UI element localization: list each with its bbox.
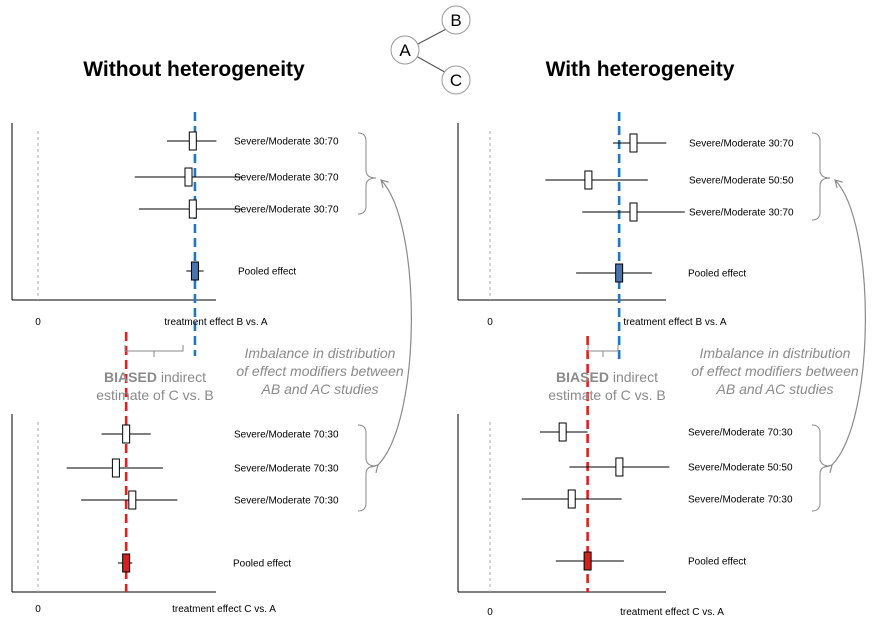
x-axis-label-left-bottom: treatment effect C vs. A [172,604,276,615]
imbalance-arrow-left [370,179,412,473]
study-marker-left-top-3 [188,199,197,219]
node-b-label: B [450,11,461,30]
panel-left-bottom: Severe/Moderate 70:30 Severe/Moderate 70:… [11,332,339,615]
zero-label-right-top: 0 [487,317,493,328]
imbalance-arrow-right [824,179,866,473]
x-axis-label-right-bottom: treatment effect C vs. A [620,607,724,618]
pooled-marker-left-top [190,261,199,281]
study-marker-left-bottom-3 [128,490,137,510]
node-a-label: A [399,41,411,60]
imbalance-note-right-line1: Imbalance in distribution [700,345,851,361]
biased-estimate-left-line2: estimate of C vs. B [96,387,213,403]
bias-bracket-right [587,345,619,357]
biased-rest-left: indirect [157,369,206,385]
brace-right-bottom [811,424,831,512]
title-with-heterogeneity: With heterogeneity [546,58,735,81]
x-axis-label-right-top: treatment effect B vs. A [623,317,727,328]
study-label-right-bottom-2: Severe/Moderate 50:50 [688,463,793,474]
brace-left-bottom [357,424,377,512]
node-a [390,35,420,65]
brace-left-top [357,132,377,215]
study-label-left-bottom-1: Severe/Moderate 70:30 [234,430,339,441]
pooled-marker-right-top [615,263,624,283]
study-marker-right-bottom-2 [615,457,624,477]
edge-a-b [415,26,451,46]
brace-right-top [811,132,831,221]
pooled-label-right-top: Pooled effect [688,269,746,280]
study-label-left-bottom-2: Severe/Moderate 70:30 [234,464,339,475]
study-label-right-bottom-3: Severe/Moderate 70:30 [688,495,793,506]
biased-rest-right: indirect [609,369,658,385]
pooled-label-left-top: Pooled effect [238,267,296,278]
panel-left-top: Severe/Moderate 30:70 Severe/Moderate 30:… [11,112,339,356]
study-label-left-top-3: Severe/Moderate 30:70 [234,205,339,216]
pooled-marker-right-bottom [583,551,592,571]
study-marker-left-top-1 [188,131,197,151]
biased-estimate-right-line1: BIASED indirect [556,369,658,385]
biased-word-left: BIASED [104,369,157,385]
study-label-right-top-2: Severe/Moderate 50:50 [689,176,794,187]
study-label-left-bottom-3: Severe/Moderate 70:30 [234,496,339,507]
x-axis-label-left-top: treatment effect B vs. A [164,317,268,328]
study-marker-left-bottom-1 [122,424,131,444]
biased-estimate-left-line1: BIASED indirect [104,369,206,385]
imbalance-note-left-line2: of effect modifiers between [236,363,404,379]
panel-right-top: Severe/Moderate 30:70 Severe/Moderate 50:… [457,112,794,362]
pooled-label-left-bottom: Pooled effect [233,559,291,570]
imbalance-note-right: Imbalance in distribution of effect modi… [691,345,859,397]
study-marker-right-top-3 [629,202,638,222]
title-without-heterogeneity: Without heterogeneity [83,58,305,81]
node-c-label: C [450,71,462,90]
imbalance-note-right-line2: of effect modifiers between [691,363,859,379]
pooled-marker-left-bottom [122,553,131,573]
zero-label-left-bottom: 0 [35,604,41,615]
zero-label-right-bottom: 0 [487,607,493,618]
pooled-label-right-bottom: Pooled effect [688,557,746,568]
biased-word-right: BIASED [556,369,609,385]
study-marker-left-bottom-2 [111,458,120,478]
study-marker-left-top-2 [184,167,193,187]
biased-estimate-right-line2: estimate of C vs. B [548,387,665,403]
study-label-left-top-1: Severe/Moderate 30:70 [234,137,339,148]
study-label-right-bottom-1: Severe/Moderate 70:30 [688,428,793,439]
study-marker-right-top-2 [584,170,593,190]
study-label-left-top-2: Severe/Moderate 30:70 [234,173,339,184]
node-b [441,5,471,35]
bias-bracket-left [124,345,184,357]
imbalance-note-left-line3: AB and AC studies [261,381,379,397]
study-label-right-top-3: Severe/Moderate 30:70 [689,208,794,219]
study-marker-right-bottom-1 [558,422,567,442]
node-c [441,65,471,95]
zero-label-left-top: 0 [35,317,41,328]
imbalance-note-left-line1: Imbalance in distribution [245,345,396,361]
study-marker-right-bottom-3 [567,489,576,509]
network-diagram: A B C [390,5,471,95]
study-marker-right-top-1 [629,133,638,153]
study-label-right-top-1: Severe/Moderate 30:70 [689,139,794,150]
panel-right-bottom: Severe/Moderate 70:30 Severe/Moderate 50:… [457,336,793,618]
imbalance-note-left: Imbalance in distribution of effect modi… [236,345,404,397]
imbalance-note-right-line3: AB and AC studies [716,381,834,397]
